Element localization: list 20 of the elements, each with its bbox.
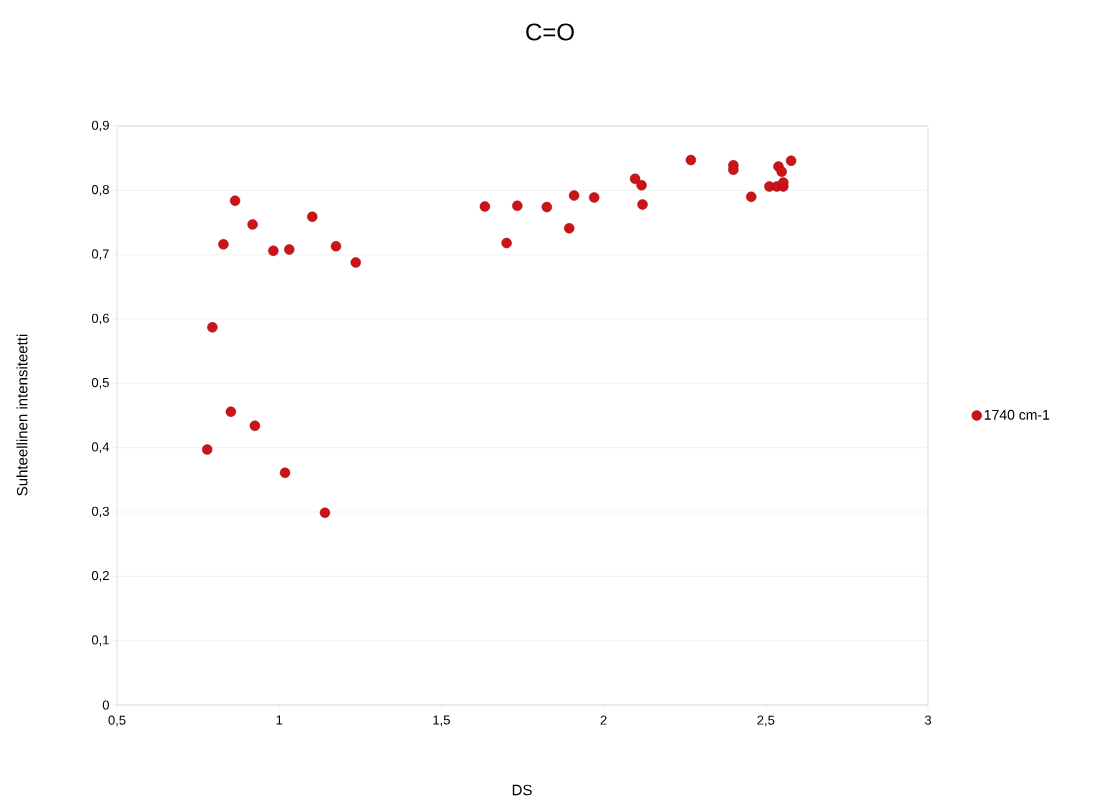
y-tick-label: 0,6 <box>91 313 109 325</box>
legend-label: 1740 cm-1 <box>984 409 1050 420</box>
x-tick-label: 1 <box>276 715 283 725</box>
x-tick-label: 1,5 <box>433 715 450 727</box>
x-tick-label: 0,5 <box>108 715 126 727</box>
x-tick-label: 2,5 <box>757 715 775 727</box>
y-tick-label: 0,9 <box>91 120 109 132</box>
y-tick-label: 0,4 <box>91 442 110 454</box>
y-tick-label: 0 <box>102 700 109 710</box>
y-tick-label: 0,8 <box>91 184 109 196</box>
y-tick-label: 0,1 <box>91 635 109 647</box>
y-tick-label: 0,3 <box>91 506 109 518</box>
y-tick-label: 0,5 <box>91 377 109 389</box>
y-tick-label: 0,2 <box>91 570 109 582</box>
y-axis-title: Suhteellinen intensiteetti <box>16 334 28 496</box>
x-tick-label: 2 <box>600 715 607 725</box>
chart-title: C=O <box>526 23 574 41</box>
x-axis-title: DS <box>512 784 532 796</box>
y-tick-label: 0,7 <box>91 249 109 261</box>
x-tick-label: 3 <box>924 715 932 725</box>
